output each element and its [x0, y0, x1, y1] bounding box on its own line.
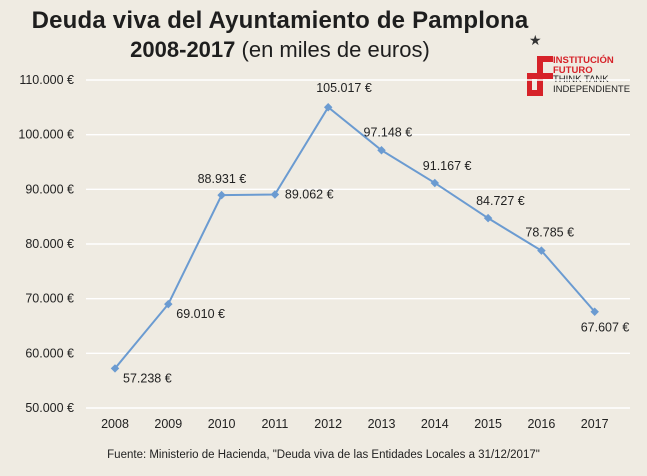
gridlines — [86, 79, 630, 409]
data-label: 69.010 € — [176, 307, 225, 321]
data-point — [483, 213, 493, 223]
data-label: 91.167 € — [423, 159, 472, 173]
title-line-2: 2008-2017 (en miles de euros) — [0, 36, 560, 64]
data-point — [164, 299, 173, 309]
y-tick-label: 50.000 € — [25, 401, 74, 415]
title-line-1: Deuda viva del Ayuntamiento de Pamplona — [31, 7, 529, 34]
x-tick-label: 2015 — [474, 417, 502, 431]
title-units: (en miles de euros) — [241, 37, 430, 62]
y-tick-label: 60.000 € — [25, 346, 74, 360]
y-tick-label: 80.000 € — [25, 237, 74, 251]
logo-line-4: INDEPENDIENTE — [553, 83, 631, 95]
logo-mark-icon — [527, 56, 553, 96]
data-point — [430, 178, 440, 188]
data-points — [110, 102, 599, 373]
y-tick-label: 90.000 € — [25, 182, 74, 196]
x-tick-label: 2008 — [101, 417, 129, 431]
y-tick-label: 110.000 € — [19, 73, 74, 87]
x-tick-label: 2009 — [154, 417, 182, 431]
x-tick-label: 2017 — [581, 417, 609, 431]
data-point — [590, 307, 599, 316]
data-point — [377, 146, 386, 155]
data-label: 89.062 € — [285, 187, 334, 201]
x-axis-ticks: 2008 2009 2010 2011 2012 2013 2014 2015 2016 2017 — [101, 417, 609, 431]
data-label: 57.238 € — [123, 371, 172, 385]
data-point — [110, 364, 120, 373]
star-icon: ★ — [529, 32, 542, 48]
x-tick-label: 2010 — [208, 417, 236, 431]
data-labels: 57.238 € 69.010 € 88.931 € 89.062 € 105.017 … — [123, 81, 629, 385]
data-point — [323, 102, 333, 112]
data-label: 78.785 € — [525, 226, 574, 240]
series-line — [114, 105, 596, 370]
data-point — [270, 190, 280, 199]
x-tick-label: 2011 — [261, 417, 288, 431]
x-tick-label: 2016 — [527, 417, 555, 431]
title-years: 2008-2017 — [130, 37, 236, 62]
x-tick-label: 2013 — [368, 417, 396, 431]
data-label: 84.727 € — [476, 194, 525, 208]
y-axis-ticks: 50.000 € 60.000 € 70.000 € 80.000 € 90.000 €… — [18, 73, 74, 415]
y-tick-label: 100.000 € — [18, 128, 74, 142]
data-label: 88.931 € — [198, 172, 247, 186]
data-label: 67.607 € — [581, 321, 630, 335]
x-tick-label: 2014 — [421, 417, 449, 431]
source-note: Fuente: Ministerio de Hacienda, "Deuda v… — [107, 449, 540, 461]
y-tick-label: 70.000 € — [25, 292, 74, 306]
data-label: 97.148 € — [364, 125, 413, 139]
logo-line-2: FUTURO — [553, 64, 593, 76]
logo-line-1: INSTITUCIÓN — [553, 55, 614, 66]
chart-title: Deuda viva del Ayuntamiento de Pamplona … — [0, 6, 560, 64]
x-tick-label: 2012 — [314, 417, 342, 431]
data-point — [217, 190, 226, 200]
data-label: 105.017 € — [316, 81, 372, 95]
